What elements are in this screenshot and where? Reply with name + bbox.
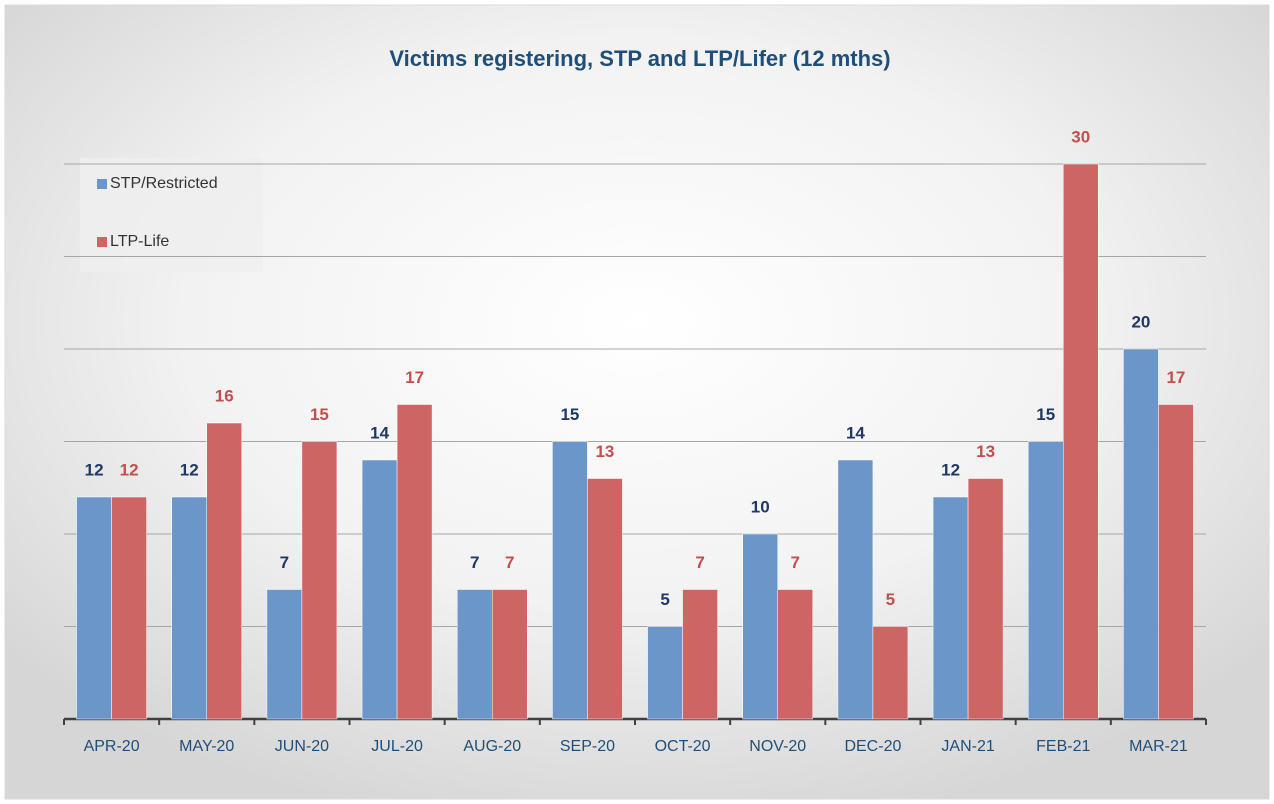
bar bbox=[266, 589, 303, 720]
chart-title: Victims registering, STP and LTP/Lifer (… bbox=[389, 46, 890, 71]
bar bbox=[76, 496, 112, 720]
legend-label: STP/Restricted bbox=[110, 175, 218, 192]
legend-label: LTP-Life bbox=[110, 233, 169, 250]
bar bbox=[837, 459, 874, 720]
x-tick-label: APR-20 bbox=[84, 738, 140, 755]
bar bbox=[1028, 441, 1064, 720]
data-label: 13 bbox=[595, 442, 614, 461]
data-label: 17 bbox=[405, 368, 424, 387]
bar bbox=[1063, 163, 1099, 720]
x-tick-label: JUL-20 bbox=[371, 738, 423, 755]
data-label: 10 bbox=[751, 497, 770, 516]
data-label: 15 bbox=[560, 405, 579, 424]
data-label: 13 bbox=[976, 442, 995, 461]
x-tick-label: SEP-20 bbox=[560, 738, 615, 755]
data-label: 15 bbox=[1036, 405, 1055, 424]
legend-swatch bbox=[97, 237, 107, 247]
data-label: 7 bbox=[695, 553, 704, 572]
data-label: 30 bbox=[1071, 127, 1090, 146]
bar bbox=[587, 478, 623, 720]
data-label: 5 bbox=[660, 590, 669, 609]
bar bbox=[1123, 348, 1159, 720]
bar bbox=[777, 589, 813, 720]
bar bbox=[457, 589, 493, 720]
data-label: 12 bbox=[180, 460, 199, 479]
x-tick-label: MAR-21 bbox=[1129, 738, 1188, 755]
data-label: 15 bbox=[310, 405, 329, 424]
bar bbox=[301, 441, 338, 720]
bar bbox=[647, 626, 683, 720]
data-label: 7 bbox=[505, 553, 514, 572]
bar bbox=[396, 404, 433, 720]
data-label: 12 bbox=[941, 460, 960, 479]
x-tick-label: DEC-20 bbox=[844, 738, 901, 755]
bar bbox=[361, 459, 398, 720]
bar bbox=[492, 589, 528, 720]
bar bbox=[171, 496, 207, 720]
bar bbox=[552, 441, 588, 720]
bar bbox=[932, 496, 969, 720]
bar bbox=[1158, 404, 1194, 720]
legend-swatch bbox=[97, 179, 107, 189]
data-label: 7 bbox=[791, 553, 800, 572]
data-label: 7 bbox=[280, 553, 289, 572]
data-label: 5 bbox=[886, 590, 895, 609]
data-label: 14 bbox=[846, 423, 865, 442]
bar bbox=[967, 478, 1004, 720]
bar bbox=[682, 589, 718, 720]
bar bbox=[206, 422, 242, 720]
data-label: 16 bbox=[215, 386, 234, 405]
data-label: 14 bbox=[370, 423, 389, 442]
x-tick-label: JUN-20 bbox=[275, 738, 329, 755]
x-tick-label: OCT-20 bbox=[655, 738, 711, 755]
x-tick-label: JAN-21 bbox=[941, 738, 994, 755]
x-tick-label: FEB-21 bbox=[1036, 738, 1090, 755]
data-label: 12 bbox=[120, 460, 139, 479]
x-tick-label: MAY-20 bbox=[179, 738, 234, 755]
bar bbox=[872, 626, 909, 720]
data-label: 17 bbox=[1166, 368, 1185, 387]
x-tick-label: AUG-20 bbox=[463, 738, 521, 755]
bar bbox=[742, 533, 778, 720]
bar bbox=[111, 496, 147, 720]
x-tick-label: NOV-20 bbox=[749, 738, 806, 755]
legend-box bbox=[80, 158, 263, 272]
data-label: 7 bbox=[470, 553, 479, 572]
data-label: 20 bbox=[1131, 312, 1150, 331]
data-label: 12 bbox=[85, 460, 104, 479]
